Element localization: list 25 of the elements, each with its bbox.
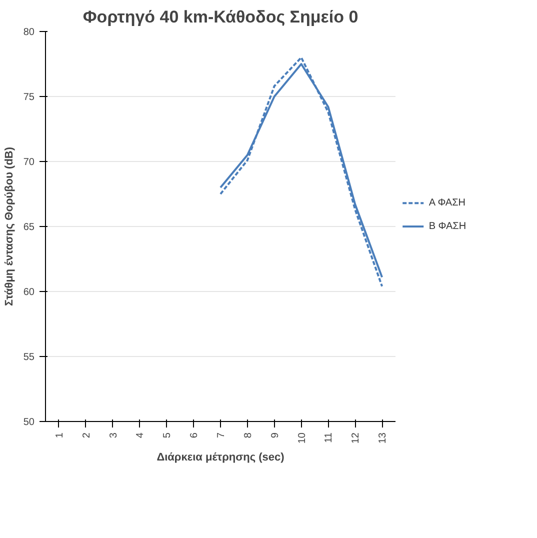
x-tick-label: 6 <box>189 432 200 438</box>
x-tick-label: 3 <box>108 432 120 438</box>
x-tick-label: 11 <box>324 432 335 443</box>
x-tick-label: 7 <box>216 432 227 438</box>
x-tick-label: 9 <box>270 432 281 438</box>
x-tick-label: 1 <box>54 432 66 438</box>
y-tick-label: 60 <box>23 287 35 298</box>
chart-title: Φορτηγό 40 km-Κάθοδος Σημείο 0 <box>82 8 358 26</box>
y-tick-label: 75 <box>23 92 35 103</box>
y-tick-label: 70 <box>23 157 35 168</box>
y-tick-label: 55 <box>23 352 35 363</box>
x-axis-title: Διάρκεια μέτρησης (sec) <box>156 452 285 464</box>
y-tick-label: 65 <box>23 222 35 233</box>
y-axis-title: Στάθμη έντασης Θορύβου (dB) <box>3 146 16 306</box>
x-tick-label: 4 <box>135 432 146 438</box>
x-tick-label: 2 <box>81 432 92 438</box>
y-tick-label: 50 <box>23 417 35 428</box>
x-tick-label: 12 <box>350 432 362 444</box>
legend-label: Α ΦΑΣΗ <box>428 198 466 209</box>
x-tick-label: 10 <box>296 432 308 444</box>
x-tick-label: 13 <box>378 432 389 444</box>
y-tick-label: 80 <box>23 27 35 38</box>
x-tick-label: 5 <box>162 432 174 438</box>
x-tick-label: 8 <box>242 432 254 438</box>
legend-label: Β ΦΑΣΗ <box>428 221 466 232</box>
